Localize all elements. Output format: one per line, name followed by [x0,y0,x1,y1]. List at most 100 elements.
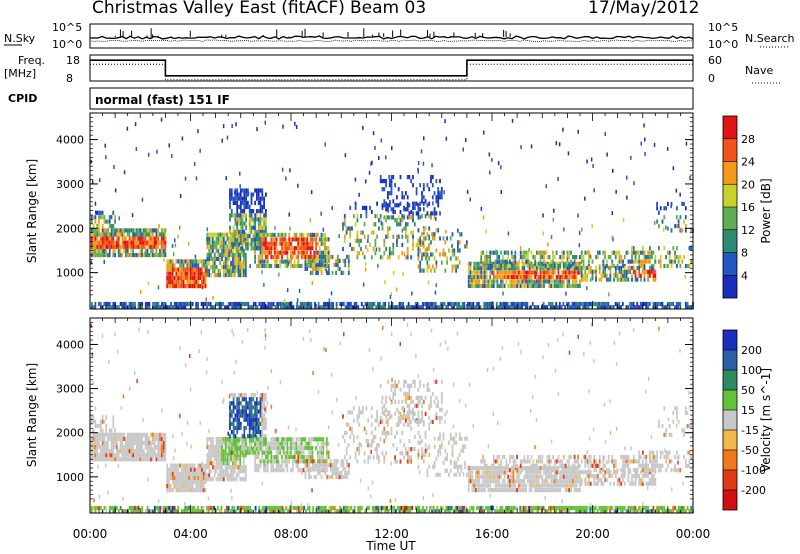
heatmap-cell [688,263,691,269]
heatmap-cell [684,224,687,229]
heatmap-cell [304,237,307,242]
heatmap-cell [293,459,296,464]
heatmap-cell [114,232,116,237]
heatmap-cell [326,258,328,263]
heatmap-cell [146,432,149,437]
heatmap-cell [630,305,633,310]
heatmap-cell [647,255,649,260]
heatmap-cell [228,465,231,470]
heatmap-cell [431,236,434,241]
heatmap-cell [226,461,229,466]
heatmap-cell [275,237,278,242]
heatmap-cell [291,446,294,451]
heatmap-cell [137,449,140,454]
heatmap-cell [92,240,95,245]
heatmap-cell [412,246,414,252]
heatmap-cell [431,163,433,168]
heatmap-cell [408,439,411,444]
heatmap-cell [497,305,500,310]
heatmap-cell [212,441,214,446]
heatmap-cell [229,246,231,251]
heatmap-cell [130,449,133,454]
heatmap-cell [173,475,176,480]
heatmap-cell [243,442,246,447]
heatmap-cell [422,201,425,206]
heatmap-cell [320,255,323,260]
heatmap-cell [480,261,483,266]
heatmap-cell [401,415,404,420]
heatmap-cell [544,270,547,275]
heatmap-cell [210,252,212,257]
heatmap-cell [588,259,590,264]
heatmap-cell [417,215,420,220]
heatmap-cell [254,217,256,222]
heatmap-cell [521,266,524,271]
heatmap-cell [98,244,100,249]
heatmap-cell [151,457,154,462]
heatmap-cell [435,379,438,384]
heatmap-cell [168,279,170,285]
heatmap-cell [372,455,375,460]
heatmap-cell [482,279,484,284]
heatmap-cell [286,446,289,451]
heatmap-cell [368,305,370,310]
heatmap-cell [322,241,325,246]
heatmap-cell [536,270,538,275]
heatmap-cell [457,264,459,269]
heatmap-cell [618,255,621,260]
heatmap-cell [397,187,400,192]
heatmap-cell [417,264,420,269]
heatmap-cell [125,253,127,258]
heatmap-cell [342,301,345,307]
heatmap-cell [213,252,216,257]
heatmap-cell [99,253,102,258]
heatmap-cell [401,451,404,456]
heatmap-cell [514,261,517,266]
heatmap-cell [605,305,608,310]
heatmap-cell [217,256,220,261]
heatmap-cell [657,301,660,307]
heatmap-cell [419,236,422,241]
heatmap-cell [521,255,524,260]
heatmap-cell [186,275,189,280]
heatmap-cell [306,305,309,310]
heatmap-cell [217,248,220,253]
heatmap-cell [179,279,181,285]
heatmap-cell [137,453,140,458]
heatmap-cell [534,259,536,264]
heatmap-cell [295,125,298,129]
heatmap-cell [112,453,115,458]
heatmap-cell [300,241,303,246]
heatmap-cell [108,232,111,237]
heatmap-cell [623,273,626,278]
heatmap-cell [514,270,517,275]
heatmap-cell [157,305,160,310]
heatmap-cell [649,246,651,251]
heatmap-cell [248,417,251,422]
heatmap-cell [378,459,380,464]
heatmap-cell [298,288,301,293]
heatmap-cell [322,237,325,242]
heatmap-cell [168,143,170,148]
heatmap-cell [543,250,545,255]
heatmap-cell [261,421,264,426]
heatmap-cell [121,228,124,233]
heatmap-cell [614,273,617,278]
heatmap-cell [430,419,432,424]
heatmap-cell [541,261,544,266]
heatmap-cell [582,305,585,310]
heatmap-cell [160,248,163,253]
heatmap-cell [487,283,490,288]
heatmap-cell [317,471,319,476]
heatmap-cell [235,252,238,257]
heatmap-cell [320,232,323,237]
heatmap-cell [261,437,264,442]
heatmap-cell [318,463,321,468]
heatmap-cell [297,183,299,188]
heatmap-cell [314,305,316,310]
heatmap-cell [613,272,615,277]
heatmap-cell [107,219,109,224]
heatmap-cell [239,204,242,210]
heatmap-cell [482,262,484,267]
heatmap-cell [216,301,219,307]
